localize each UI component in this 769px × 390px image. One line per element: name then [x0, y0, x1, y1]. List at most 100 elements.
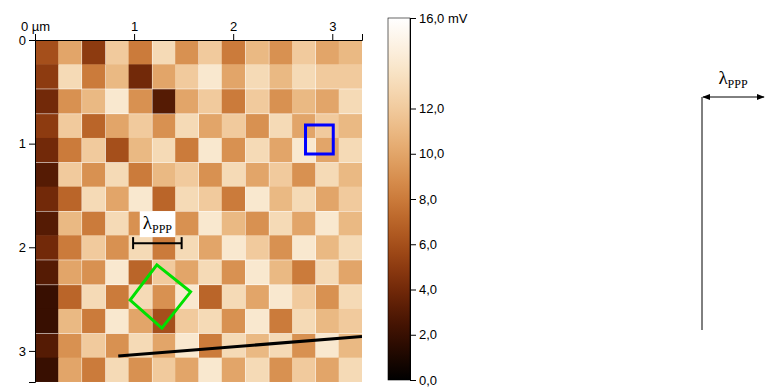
tick-mark [410, 244, 416, 245]
heat-cell [129, 89, 152, 113]
tick: 0,0 [410, 373, 437, 388]
heat-cell [269, 358, 292, 382]
heat-cell [292, 212, 315, 236]
heat-cell [222, 163, 245, 187]
tick-label: 10,0 [419, 146, 444, 161]
heat-cell [269, 309, 292, 333]
heat-cell [339, 358, 362, 382]
heat-cell [199, 260, 222, 284]
heat-cell [222, 260, 245, 284]
side-schematic: λPPP [702, 67, 764, 330]
heat-cell [175, 41, 198, 65]
heat-cell [175, 334, 198, 358]
heat-cell [292, 358, 315, 382]
heat-cell [246, 285, 269, 309]
chart: λPPP0 µm12301230,02,04,06,08,010,012,016… [0, 0, 769, 390]
tick-label: 3 [329, 19, 336, 34]
heat-cell [152, 163, 175, 187]
colorbar-axis: 0,02,04,06,08,010,012,016,0 mV [410, 11, 468, 388]
y-axis: 0123 [19, 33, 36, 383]
heat-cell [35, 212, 58, 236]
lambda-label: λPPP [718, 67, 748, 91]
heat-cell [152, 187, 175, 211]
heat-cell [269, 187, 292, 211]
heat-cell [82, 260, 105, 284]
heat-cell [199, 358, 222, 382]
heat-cell [339, 64, 362, 88]
heat-cell [269, 163, 292, 187]
bracket-cap [181, 237, 183, 249]
heat-cell [58, 163, 81, 187]
marker-square [130, 265, 190, 328]
heat-cell [292, 41, 315, 65]
heat-cell [82, 235, 105, 259]
heat-cell [292, 309, 315, 333]
heat-cell [222, 138, 245, 162]
heat-cell [106, 187, 129, 211]
heat-cell [339, 89, 362, 113]
axis-line [411, 19, 417, 381]
x-axis: 0 µm123 [21, 19, 363, 41]
heat-cell [35, 163, 58, 187]
heat-cell [58, 41, 81, 65]
heat-cell [82, 358, 105, 382]
heat-cell [292, 163, 315, 187]
heat-cell [199, 285, 222, 309]
heat-cell [316, 235, 339, 259]
heat-cell [246, 187, 269, 211]
heat-cell [35, 187, 58, 211]
label-subscript: PPP [728, 77, 748, 91]
heat-cell [222, 41, 245, 65]
heat-cell [199, 114, 222, 138]
heat-cell [316, 138, 339, 162]
heat-cell [222, 285, 245, 309]
heat-cell [175, 89, 198, 113]
heat-cell [35, 334, 58, 358]
heat-cell [82, 334, 105, 358]
tick: 16,0 mV [410, 11, 468, 26]
heat-cell [175, 212, 198, 236]
heat-cell [269, 212, 292, 236]
tick-mark [35, 34, 36, 40]
heat-cell [106, 114, 129, 138]
heat-cell [269, 89, 292, 113]
tick-label: 1 [131, 19, 138, 34]
heat-cell [82, 163, 105, 187]
heat-cell [339, 235, 362, 259]
heat-cell [292, 138, 315, 162]
heat-cell [129, 309, 152, 333]
heat-cell [129, 163, 152, 187]
heat-cell [106, 260, 129, 284]
side-arrow [703, 97, 764, 98]
heat-cell [58, 334, 81, 358]
heat-cell [316, 64, 339, 88]
heat-cell [58, 285, 81, 309]
tick: 4,0 [410, 282, 437, 297]
side-line [702, 97, 703, 330]
heat-cell [58, 260, 81, 284]
heat-cell [175, 163, 198, 187]
heat-cell [292, 89, 315, 113]
heat-cell [58, 309, 81, 333]
annotation-texts: λPPP [140, 211, 176, 237]
tick-mark [410, 290, 416, 291]
heat-cell [152, 358, 175, 382]
tick-mark [332, 34, 333, 40]
heat-cell [316, 285, 339, 309]
heat-cell [339, 260, 362, 284]
bracket-line [133, 242, 182, 244]
tick: 2 [230, 19, 237, 40]
tick-label: 16,0 mV [419, 11, 468, 26]
heat-cell [246, 138, 269, 162]
bracket-cap [132, 237, 134, 249]
heat-cell [106, 358, 129, 382]
heat-cell [106, 235, 129, 259]
heat-cell [339, 187, 362, 211]
heat-cell [106, 163, 129, 187]
heat-cell [269, 334, 292, 358]
heat-cell [35, 285, 58, 309]
heat-cell [199, 64, 222, 88]
heat-cell [152, 64, 175, 88]
tick-mark [410, 18, 416, 19]
tick: 3 [329, 19, 336, 40]
